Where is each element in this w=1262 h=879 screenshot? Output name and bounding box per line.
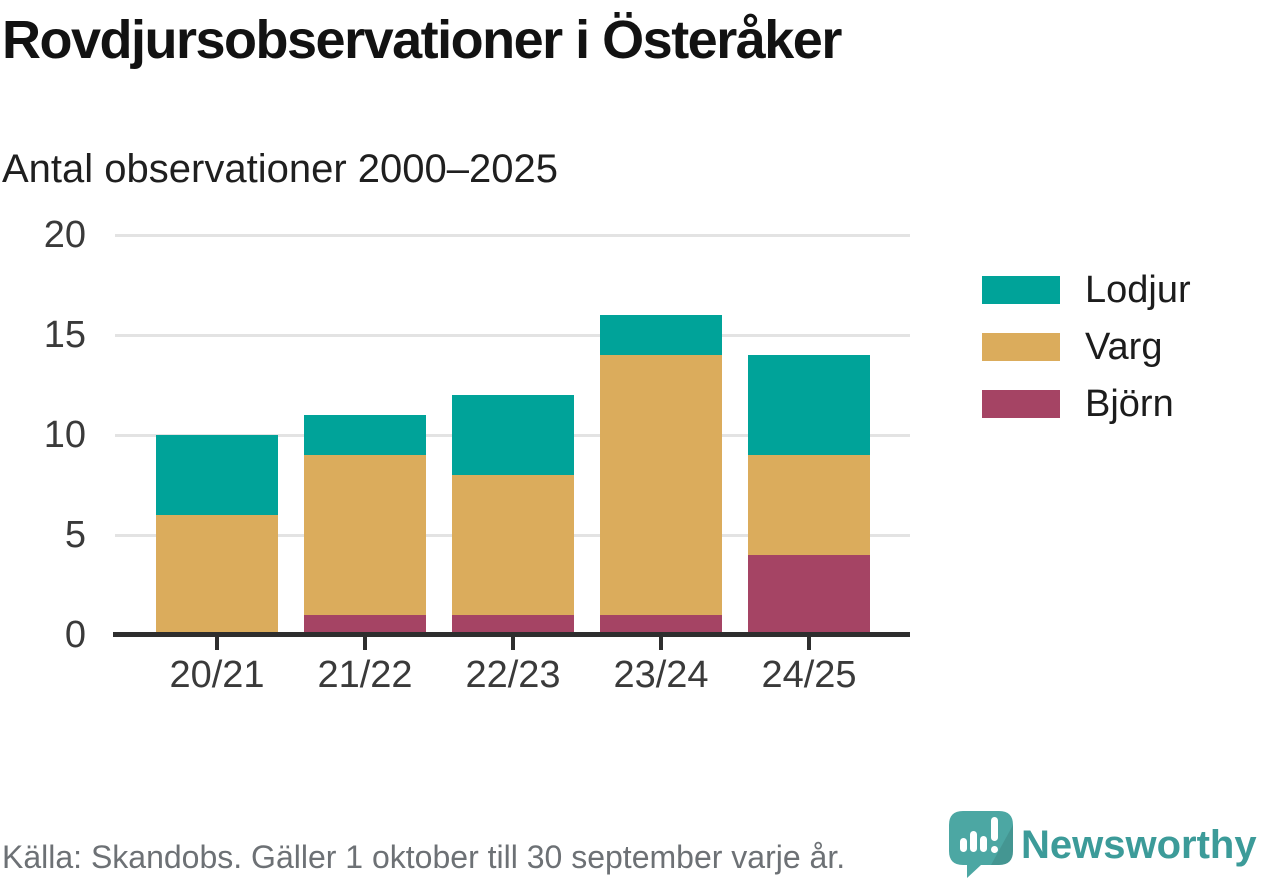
- x-axis-tick: [215, 637, 219, 650]
- bar-segment-björn: [748, 555, 870, 635]
- bar-segment-varg: [452, 475, 574, 615]
- brand-wordmark: Newsworthy: [1021, 823, 1257, 867]
- x-axis-tick: [511, 637, 515, 650]
- x-axis-tick: [807, 637, 811, 650]
- legend-swatch-lodjur: [982, 276, 1060, 304]
- newsworthy-logo-icon: [949, 811, 1013, 878]
- y-axis-tick-label: 15: [43, 314, 86, 356]
- source-note: Källa: Skandobs. Gäller 1 oktober till 3…: [2, 839, 846, 875]
- legend-label: Lodjur: [1085, 269, 1191, 311]
- bar-segment-varg: [156, 515, 278, 635]
- x-axis-tick-label: 21/22: [317, 654, 413, 696]
- y-axis-tick-label: 10: [43, 414, 86, 456]
- legend-swatch-varg: [982, 333, 1060, 361]
- bar-segment-björn: [304, 615, 426, 635]
- bar-segment-varg: [304, 455, 426, 615]
- legend-item: Björn: [982, 383, 1174, 425]
- bar-segment-varg: [748, 455, 870, 555]
- x-axis-line: [113, 632, 910, 637]
- y-axis-tick-label: 20: [43, 214, 86, 256]
- bar-segment-lodjur: [156, 435, 278, 515]
- chart-subtitle: Antal observationer 2000–2025: [2, 147, 558, 191]
- legend-swatch-björn: [982, 390, 1060, 418]
- legend-item: Lodjur: [982, 269, 1191, 311]
- bar-segment-lodjur: [748, 355, 870, 455]
- x-axis-tick-label: 20/21: [169, 654, 265, 696]
- x-axis-tick-label: 22/23: [465, 654, 561, 696]
- bar-segment-björn: [600, 615, 722, 635]
- legend-label: Varg: [1085, 326, 1163, 368]
- x-axis-tick: [659, 637, 663, 650]
- y-axis-tick-label: 5: [64, 514, 86, 556]
- gridline: [115, 334, 910, 337]
- y-axis-tick-label: 0: [64, 614, 86, 656]
- bar-segment-varg: [600, 355, 722, 615]
- x-axis-tick-label: 24/25: [761, 654, 857, 696]
- bar-segment-lodjur: [304, 415, 426, 455]
- x-axis-tick-label: 23/24: [613, 654, 709, 696]
- x-axis-tick: [363, 637, 367, 650]
- bar-segment-lodjur: [452, 395, 574, 475]
- legend-item: Varg: [982, 326, 1163, 368]
- legend-label: Björn: [1085, 383, 1174, 425]
- gridline: [115, 234, 910, 237]
- bar-segment-lodjur: [600, 315, 722, 355]
- chart-title: Rovdjursobservationer i Österåker: [2, 10, 842, 70]
- bar-segment-björn: [452, 615, 574, 635]
